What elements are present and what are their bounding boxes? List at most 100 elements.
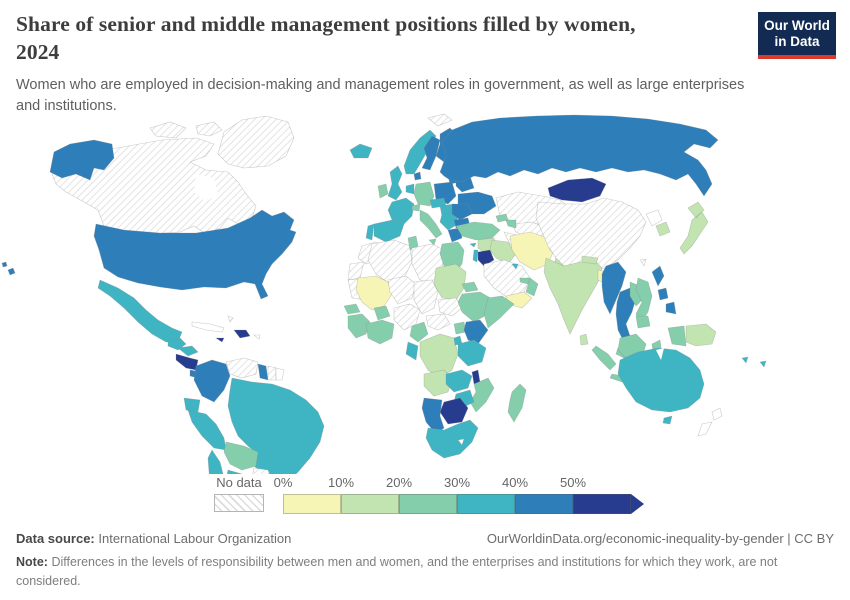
legend-segment[interactable] bbox=[283, 494, 341, 514]
benelux[interactable] bbox=[405, 183, 415, 195]
arctic-islands-1[interactable] bbox=[149, 121, 187, 139]
greece[interactable] bbox=[447, 227, 463, 243]
zambia[interactable] bbox=[445, 369, 473, 393]
japan[interactable] bbox=[679, 201, 709, 255]
legend-segment[interactable] bbox=[341, 494, 399, 514]
philippines[interactable] bbox=[651, 265, 677, 315]
uk[interactable] bbox=[387, 165, 403, 201]
usa[interactable] bbox=[93, 209, 297, 300]
oman[interactable] bbox=[525, 277, 539, 297]
owid-logo[interactable]: Our World in Data bbox=[758, 12, 836, 59]
hawaii[interactable] bbox=[1, 261, 16, 276]
germany[interactable] bbox=[413, 181, 435, 207]
central-african-republic[interactable] bbox=[425, 313, 451, 331]
turkey[interactable] bbox=[455, 221, 501, 241]
lesotho[interactable] bbox=[457, 438, 465, 446]
tasmania[interactable] bbox=[662, 415, 673, 425]
switzerland[interactable] bbox=[411, 203, 421, 212]
north-korea[interactable] bbox=[645, 209, 663, 227]
nepal[interactable] bbox=[581, 255, 599, 265]
alaska[interactable] bbox=[49, 139, 115, 181]
india[interactable] bbox=[543, 257, 603, 335]
cameroon[interactable] bbox=[409, 321, 429, 343]
sweden[interactable] bbox=[421, 135, 441, 171]
greenland[interactable] bbox=[217, 115, 295, 169]
myanmar[interactable] bbox=[601, 261, 627, 315]
pacific-islands[interactable] bbox=[741, 356, 767, 368]
puerto-rico[interactable] bbox=[253, 334, 261, 340]
azerbaijan[interactable] bbox=[505, 219, 517, 229]
venezuela[interactable] bbox=[225, 357, 259, 379]
hispaniola[interactable] bbox=[233, 329, 251, 339]
argentina[interactable] bbox=[224, 469, 270, 474]
paraguay[interactable] bbox=[252, 467, 272, 474]
no-data-swatch[interactable] bbox=[214, 494, 264, 512]
eritrea[interactable] bbox=[461, 281, 479, 293]
colombia[interactable] bbox=[193, 359, 231, 403]
mexico[interactable] bbox=[97, 279, 183, 343]
sudan[interactable] bbox=[433, 263, 467, 301]
south-africa[interactable] bbox=[425, 419, 479, 459]
south-korea[interactable] bbox=[655, 221, 671, 237]
france[interactable] bbox=[387, 197, 415, 225]
el-salvador-nicaragua[interactable] bbox=[175, 353, 199, 371]
svalbard[interactable] bbox=[427, 113, 453, 127]
ivory-coast-ghana[interactable] bbox=[365, 319, 395, 345]
legend-segment[interactable] bbox=[573, 494, 631, 514]
guyana[interactable] bbox=[257, 363, 269, 381]
denmark[interactable] bbox=[413, 171, 422, 181]
taiwan[interactable] bbox=[639, 258, 647, 267]
italy[interactable] bbox=[419, 209, 443, 246]
uae-qatar[interactable] bbox=[519, 277, 531, 285]
suriname[interactable] bbox=[267, 365, 277, 381]
ecuador[interactable] bbox=[183, 397, 201, 413]
madagascar[interactable] bbox=[507, 383, 527, 423]
poland[interactable] bbox=[433, 181, 457, 205]
senegal[interactable] bbox=[343, 303, 361, 315]
attribution-link[interactable]: OurWorldinData.org/economic-inequality-b… bbox=[486, 531, 834, 546]
nigeria[interactable] bbox=[393, 303, 421, 331]
gabon-congo[interactable] bbox=[405, 341, 419, 361]
romania[interactable] bbox=[451, 203, 473, 221]
kenya[interactable] bbox=[463, 319, 489, 345]
guatemala[interactable] bbox=[167, 337, 187, 351]
drc[interactable] bbox=[419, 333, 459, 379]
cuba[interactable] bbox=[191, 321, 225, 333]
niger[interactable] bbox=[387, 275, 417, 305]
ireland[interactable] bbox=[377, 183, 389, 199]
israel[interactable] bbox=[472, 249, 479, 263]
chad[interactable] bbox=[413, 279, 439, 315]
peru[interactable] bbox=[187, 409, 227, 451]
cambodia[interactable] bbox=[635, 315, 651, 329]
papua-new-guinea[interactable] bbox=[685, 323, 717, 347]
legend-segment[interactable] bbox=[457, 494, 515, 514]
south-sudan[interactable] bbox=[437, 297, 463, 317]
tanzania[interactable] bbox=[457, 339, 487, 367]
sri-lanka[interactable] bbox=[579, 333, 589, 346]
new-zealand[interactable] bbox=[697, 407, 723, 437]
angola[interactable] bbox=[423, 369, 453, 397]
french-guiana[interactable] bbox=[275, 367, 285, 381]
tunisia[interactable] bbox=[407, 235, 419, 251]
world-choropleth-map[interactable] bbox=[0, 112, 850, 474]
jamaica[interactable] bbox=[215, 337, 225, 343]
russia[interactable] bbox=[439, 114, 719, 197]
cyprus[interactable] bbox=[469, 242, 477, 248]
bolivia[interactable] bbox=[223, 441, 259, 471]
chile[interactable] bbox=[207, 449, 240, 474]
spain[interactable] bbox=[373, 219, 405, 243]
somalia[interactable] bbox=[483, 295, 515, 329]
legend-segment[interactable] bbox=[515, 494, 573, 514]
burkina-faso[interactable] bbox=[373, 305, 391, 321]
iceland[interactable] bbox=[349, 143, 373, 159]
mali[interactable] bbox=[355, 275, 393, 311]
honduras[interactable] bbox=[177, 345, 199, 357]
china[interactable] bbox=[535, 197, 647, 273]
portugal[interactable] bbox=[365, 223, 375, 241]
brazil[interactable] bbox=[227, 377, 325, 474]
australia[interactable] bbox=[617, 347, 705, 413]
mongolia[interactable] bbox=[547, 177, 607, 203]
mozambique[interactable] bbox=[469, 377, 495, 413]
guinea-group[interactable] bbox=[347, 313, 371, 339]
bahamas[interactable] bbox=[227, 315, 234, 323]
